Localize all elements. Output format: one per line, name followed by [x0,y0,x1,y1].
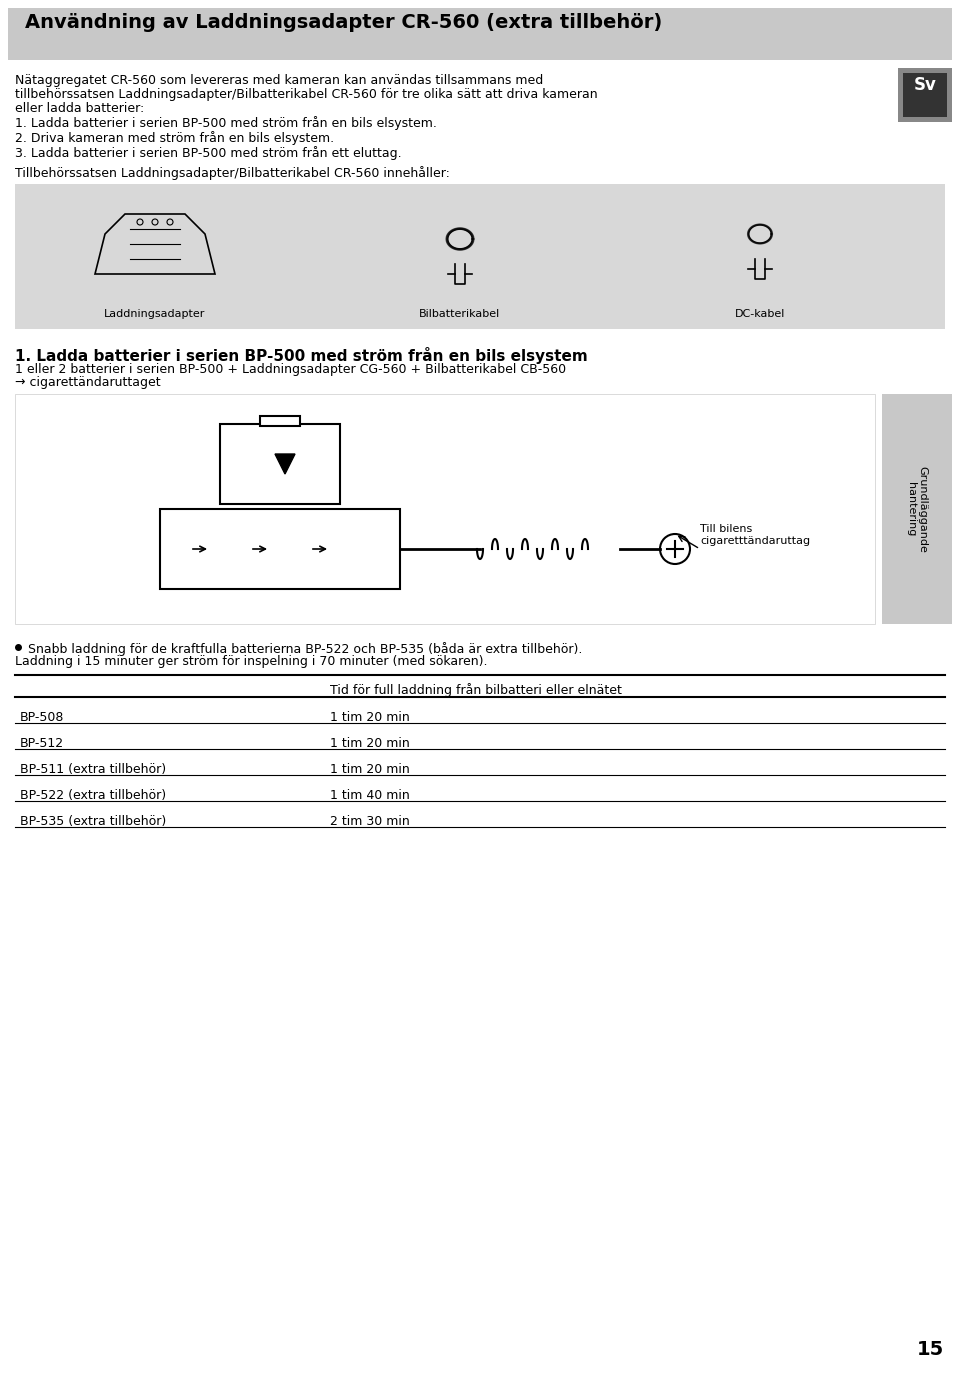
Text: 1 eller 2 batterier i serien BP-500 + Laddningsadapter CG-560 + Bilbatterikabel : 1 eller 2 batterier i serien BP-500 + La… [15,364,566,376]
Text: Tillbehörssatsen Laddningsadapter/Bilbatterikabel CR-560 innehåller:: Tillbehörssatsen Laddningsadapter/Bilbat… [15,167,450,180]
Text: 1 tim 40 min: 1 tim 40 min [330,789,410,801]
Text: Sv: Sv [914,76,936,94]
Bar [160,509,400,589]
Text: → cigarettändaruttaget: → cigarettändaruttaget [15,376,160,388]
Text: Laddningsadapter: Laddningsadapter [105,308,205,319]
Text: Användning av Laddningsadapter CR-560 (extra tillbehör): Användning av Laddningsadapter CR-560 (e… [25,12,662,32]
Text: Grundläggande
hantering: Grundläggande hantering [906,465,927,552]
Bar [260,416,300,425]
Text: BP-511 (extra tillbehör): BP-511 (extra tillbehör) [20,763,166,777]
Text: 3. Ladda batterier i serien BP-500 med ström från ett eluttag.: 3. Ladda batterier i serien BP-500 med s… [15,146,401,160]
Bar [15,394,875,624]
Text: 1. Ladda batterier i serien BP-500 med ström från en bils elsystem.: 1. Ladda batterier i serien BP-500 med s… [15,116,437,129]
Text: Nätaggregatet CR-560 som levereras med kameran kan användas tillsammans med: Nätaggregatet CR-560 som levereras med k… [15,74,543,87]
Text: Snabb laddning för de kraftfulla batterierna BP-522 och BP-535 (båda är extra ti: Snabb laddning för de kraftfulla batteri… [28,642,583,655]
Polygon shape [275,454,295,474]
Text: Till bilens
cigaretttändaruttag: Till bilens cigaretttändaruttag [700,525,810,545]
Bar [903,73,947,117]
Text: 2. Driva kameran med ström från en bils elsystem.: 2. Driva kameran med ström från en bils … [15,131,334,145]
Text: tillbehörssatsen Laddningsadapter/Bilbatterikabel CR-560 för tre olika sätt att : tillbehörssatsen Laddningsadapter/Bilbat… [15,88,598,101]
Text: 1 tim 20 min: 1 tim 20 min [330,737,410,750]
Bar [882,394,952,624]
Bar [898,67,952,123]
Text: BP-512: BP-512 [20,737,64,750]
Text: 2 tim 30 min: 2 tim 30 min [330,815,410,828]
Bar [220,424,340,504]
FancyBboxPatch shape [8,8,952,61]
Text: BP-535 (extra tillbehör): BP-535 (extra tillbehör) [20,815,166,828]
Text: 15: 15 [917,1340,944,1359]
Text: Laddning i 15 minuter ger ström för inspelning i 70 minuter (med sökaren).: Laddning i 15 minuter ger ström för insp… [15,655,488,668]
Text: BP-508: BP-508 [20,711,64,724]
Text: 1 tim 20 min: 1 tim 20 min [330,763,410,777]
Text: Bilbatterikabel: Bilbatterikabel [420,308,500,319]
Text: 1 tim 20 min: 1 tim 20 min [330,711,410,724]
Text: Tid för full laddning från bilbatteri eller elnätet: Tid för full laddning från bilbatteri el… [330,683,622,697]
Text: DC-kabel: DC-kabel [734,308,785,319]
Text: 1. Ladda batterier i serien BP-500 med ström från en bils elsystem: 1. Ladda batterier i serien BP-500 med s… [15,347,588,364]
Bar [15,185,945,329]
Text: BP-522 (extra tillbehör): BP-522 (extra tillbehör) [20,789,166,801]
Text: eller ladda batterier:: eller ladda batterier: [15,102,144,116]
